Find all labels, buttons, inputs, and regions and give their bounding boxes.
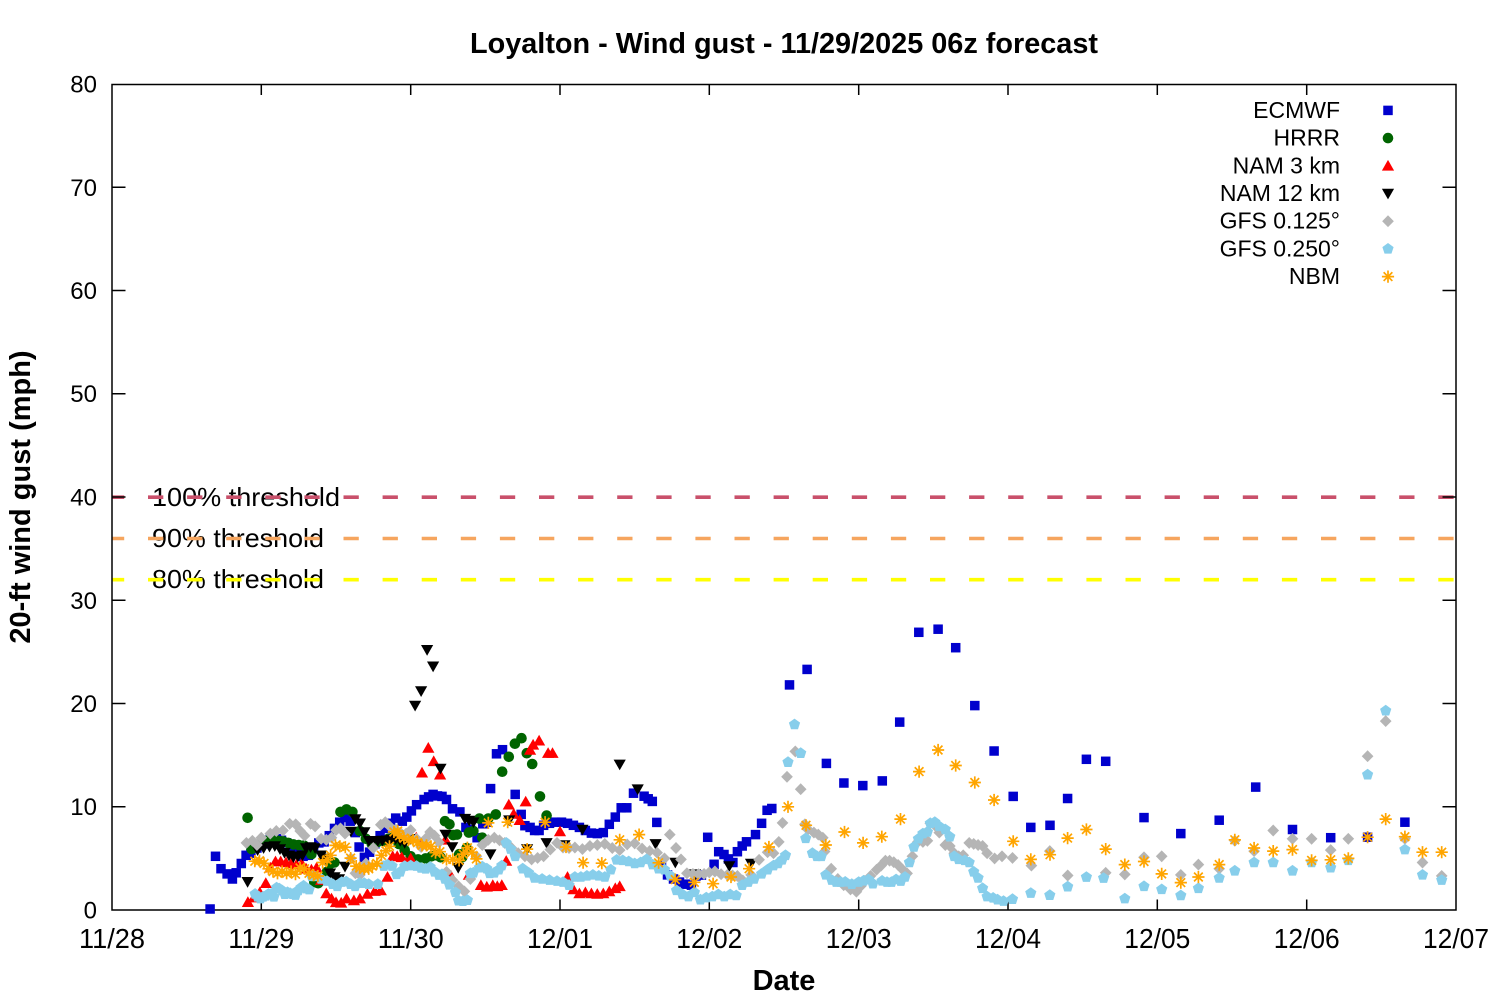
svg-text:HRRR: HRRR [1274, 125, 1340, 151]
svg-text:NBM: NBM [1289, 263, 1340, 289]
svg-text:11/28: 11/28 [79, 923, 145, 954]
svg-text:12/01: 12/01 [527, 923, 593, 954]
svg-text:20-ft wind gust (mph): 20-ft wind gust (mph) [5, 350, 37, 643]
svg-text:11/30: 11/30 [378, 923, 444, 954]
svg-text:12/07: 12/07 [1423, 923, 1489, 954]
svg-text:12/03: 12/03 [826, 923, 892, 954]
svg-text:12/05: 12/05 [1124, 923, 1190, 954]
svg-text:Date: Date [753, 965, 816, 997]
svg-text:NAM 3 km: NAM 3 km [1233, 152, 1340, 178]
svg-text:GFS 0.125°: GFS 0.125° [1220, 208, 1340, 234]
svg-text:12/02: 12/02 [676, 923, 742, 954]
svg-text:Loyalton - Wind gust - 11/29/2: Loyalton - Wind gust - 11/29/2025 06z fo… [470, 28, 1098, 60]
svg-text:ECMWF: ECMWF [1253, 97, 1340, 123]
svg-text:80: 80 [70, 72, 97, 99]
svg-text:0: 0 [84, 898, 97, 925]
svg-text:12/06: 12/06 [1274, 923, 1340, 954]
svg-text:40: 40 [70, 485, 97, 512]
svg-text:70: 70 [70, 175, 97, 202]
svg-text:20: 20 [70, 691, 97, 718]
svg-text:GFS 0.250°: GFS 0.250° [1220, 235, 1340, 261]
svg-text:12/04: 12/04 [975, 923, 1041, 954]
svg-text:10: 10 [70, 794, 97, 821]
svg-text:11/29: 11/29 [228, 923, 294, 954]
svg-text:30: 30 [70, 588, 97, 615]
svg-text:NAM 12 km: NAM 12 km [1220, 180, 1340, 206]
svg-text:60: 60 [70, 278, 97, 305]
svg-text:50: 50 [70, 381, 97, 408]
